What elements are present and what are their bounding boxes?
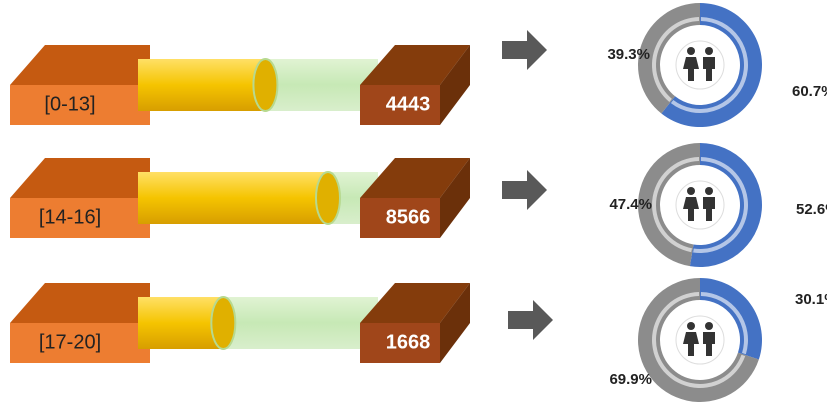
row: [0-13] 4443 60.7% 39.3% <box>10 2 827 127</box>
arrow <box>508 300 553 340</box>
icon-ring <box>675 315 725 365</box>
block-top <box>10 45 150 85</box>
person-body <box>703 332 715 356</box>
row: [17-20] 1668 30.1% 69.9% <box>10 278 827 402</box>
person-body <box>683 57 699 81</box>
block-front <box>360 85 440 125</box>
count-label: 4443 <box>386 93 431 115</box>
arrow <box>502 170 547 210</box>
percent-label: 60.7% <box>792 83 827 100</box>
tube-fill-end <box>252 58 279 112</box>
icon-ring <box>675 40 725 90</box>
person-body <box>683 332 699 356</box>
category-label: [17-20] <box>39 331 101 353</box>
donut-segment <box>637 2 700 114</box>
block-side <box>440 45 470 125</box>
block-front <box>10 323 150 363</box>
person-head <box>705 187 713 195</box>
tube-fill-end <box>210 296 237 350</box>
block-front <box>360 198 440 238</box>
person-head <box>705 47 713 55</box>
tube-fill <box>138 172 328 224</box>
donut-segment <box>689 143 762 267</box>
block-front <box>360 323 440 363</box>
block-top <box>360 158 470 198</box>
block-front <box>10 85 150 125</box>
count-label: 1668 <box>386 331 431 353</box>
category-label: [14-16] <box>39 206 101 228</box>
block-side <box>440 158 470 238</box>
donut-segment <box>661 3 762 127</box>
percent-label: 52.6% <box>796 201 827 218</box>
percent-label: 30.1% <box>795 291 827 308</box>
percent-label: 69.9% <box>609 371 652 388</box>
tube-fill <box>138 59 266 111</box>
category-label: [0-13] <box>44 93 95 115</box>
block-top <box>360 283 470 323</box>
block-front <box>10 198 150 238</box>
block-top <box>10 158 150 198</box>
person-head <box>705 322 713 330</box>
percent-label: 47.4% <box>609 196 652 213</box>
person-body <box>683 197 699 221</box>
donut-inner-ring <box>700 292 749 355</box>
person-head <box>687 187 695 195</box>
donut-segment <box>637 143 700 267</box>
row: [14-16] 8566 52.6% 47.4% <box>10 143 827 267</box>
percent-label: 39.3% <box>607 46 650 63</box>
donut-inner-ring <box>652 17 700 102</box>
person-body <box>703 197 715 221</box>
tube-fill-end <box>315 171 341 225</box>
block-top <box>10 283 150 323</box>
icon-ring <box>675 180 725 230</box>
arrow <box>502 30 547 70</box>
block-top <box>360 45 470 85</box>
block-side <box>440 283 470 363</box>
person-head <box>687 47 695 55</box>
person-body <box>703 57 715 81</box>
tube-fill <box>138 297 224 349</box>
person-head <box>687 322 695 330</box>
count-label: 8566 <box>386 206 431 228</box>
